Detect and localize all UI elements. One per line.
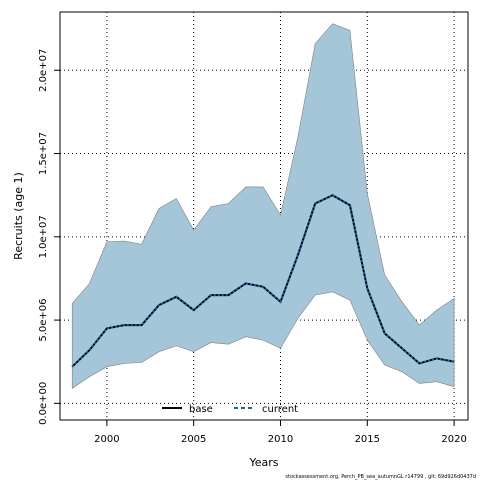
y-tick-label: 1.0e+07 — [38, 215, 49, 258]
footnote: stockassessment.org, Perch_PB_sea_autumn… — [285, 474, 476, 480]
legend-label-current: current — [262, 404, 298, 415]
confidence-band-area — [71, 23, 455, 389]
y-axis: 0.0e+00 5.0e+06 1.0e+07 1.5e+07 2.0e+07 — [38, 49, 60, 425]
y-tick-label: 1.5e+07 — [38, 132, 49, 175]
y-tick-label: 0.0e+00 — [38, 382, 49, 425]
series-line-current — [71, 194, 455, 368]
legend: base current — [162, 404, 298, 415]
x-tick-label: 2005 — [181, 434, 206, 445]
series-lines — [71, 194, 455, 368]
legend-label-base: base — [189, 404, 213, 415]
x-tick-label: 2010 — [268, 434, 293, 445]
x-tick-label: 2020 — [441, 434, 466, 445]
confidence-band — [71, 23, 455, 389]
y-tick-label: 2.0e+07 — [38, 49, 49, 92]
x-tick-label: 2000 — [94, 434, 119, 445]
y-axis-label: Recruits (age 1) — [12, 172, 25, 260]
x-tick-label: 2015 — [355, 434, 380, 445]
plot-frame — [59, 11, 469, 421]
x-axis: 2000 2005 2010 2015 2020 — [94, 420, 467, 445]
y-tick-label: 5.0e+06 — [38, 298, 49, 341]
x-axis-label: Years — [248, 456, 278, 469]
